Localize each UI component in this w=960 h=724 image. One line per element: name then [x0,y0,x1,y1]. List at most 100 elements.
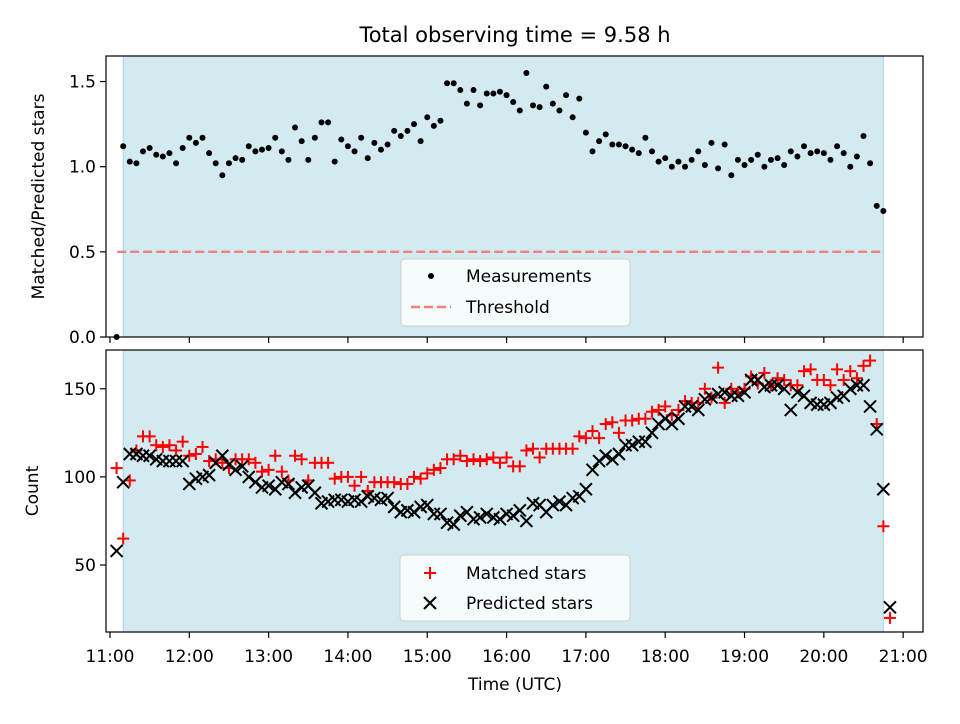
measurement-point [490,90,497,97]
predicted-star-point [770,378,785,392]
matched-star-point [262,463,275,476]
matched-star-point [844,365,857,378]
predicted-star-point [717,385,732,400]
matched-star-point [850,372,863,385]
predicted-star-point [433,507,448,521]
predicted-star-point [777,382,791,396]
matched-star-point [414,472,427,485]
matched-star-point [480,453,493,466]
measurement-point [344,143,351,150]
matched-star-point [652,403,665,416]
matched-star-point [877,520,890,533]
measurement-point [682,163,689,170]
measurement-point [576,95,583,102]
measurement-point [397,133,404,140]
measurement-point [364,155,371,162]
measurement-point [629,146,636,153]
count-x-axis: 11:00 12:00 13:00 14:00 15:00 16:00 17:00 18:00… [85,632,928,667]
measurement-point [477,102,484,109]
ratio-panel: 0.0 0.5 1.0 1.5 Matched/Predicted stars Mea… [29,55,924,348]
matched-star-point [712,361,725,374]
measurement-point [530,102,537,109]
measurement-point [292,124,299,131]
measurement-point [298,138,305,145]
predicted-star-point [513,503,527,518]
measurement-point [430,122,437,129]
measurement-point [814,148,821,155]
matched-star-point [150,439,163,452]
predicted-star-point [473,510,487,525]
matched-star-point [434,462,447,475]
ratio-legend: Measurements Threshold [400,258,631,327]
matched-star-point [170,444,183,457]
predicted-star-point [784,403,798,417]
matched-star-point [579,432,592,445]
measurement-point [827,156,834,163]
matched-star-point [612,426,625,439]
predicted-star-point [638,434,653,449]
matched-star-point [295,453,308,466]
matched-star-point [883,611,896,624]
measurement-point [331,158,338,165]
measurement-point [748,156,755,163]
measurement-point [543,83,550,90]
measurement-point [424,114,431,121]
measurement-point [377,146,384,153]
y-tick-label: 1.0 [69,158,96,178]
predicted-star-point [519,514,534,528]
predicted-star-point [215,449,230,463]
predicted-star-point [480,507,494,521]
x-tick-label: 13:00 [244,647,293,667]
legend-box [400,258,631,327]
measurement-point [701,161,708,168]
ratio-axes-frame [105,55,924,338]
measurement-point [602,131,609,138]
measurement-point [278,148,285,155]
predicted-star-point [612,447,626,461]
measurement-point [675,158,682,165]
predicted-star-point [109,544,124,558]
predicted-star-point [843,382,857,396]
measurement-point [173,160,180,167]
predicted-star-point [380,491,395,505]
matched-star-point [467,453,480,466]
measurement-point [867,160,874,167]
matched-star-point [322,456,335,469]
matched-star-point [659,400,672,413]
measurement-point [880,207,887,214]
matched-star-point [196,440,209,453]
measurement-point [715,165,722,172]
measurement-point [721,141,728,148]
count-y-axis-label: Count [23,465,43,516]
measurement-point [470,87,477,94]
predicted-star-point [453,508,468,523]
measurement-point [820,150,827,157]
measurement-point [186,134,193,141]
measurement-point [404,127,411,134]
y-tick-label: 150 [64,380,96,400]
matched-star-point [163,439,176,452]
measurement-point [655,158,662,165]
matched-star-point [500,451,513,464]
matched-star-point [156,440,169,453]
predicted-star-point [870,422,884,437]
count-axes-frame [105,349,924,633]
matched-star-point [110,462,123,475]
matched-star-point [176,435,189,448]
measurement-point [212,160,219,167]
measurement-point [325,119,332,126]
predicted-star-point [281,477,296,491]
measurement-point [239,156,246,163]
measurement-point [258,146,265,153]
matched-star-point [593,432,606,445]
measurement-point [311,134,318,141]
measurement-point [371,139,378,146]
measurement-point [662,155,669,162]
x-tick-label: 19:00 [720,647,769,667]
matched-star-point [626,414,639,427]
predicted-star-point [671,412,686,426]
count-legend: Matched stars Predicted stars [399,554,631,622]
x-tick-label: 20:00 [799,647,848,667]
predicted-star-point [235,459,249,474]
matched-star-point [401,477,414,490]
